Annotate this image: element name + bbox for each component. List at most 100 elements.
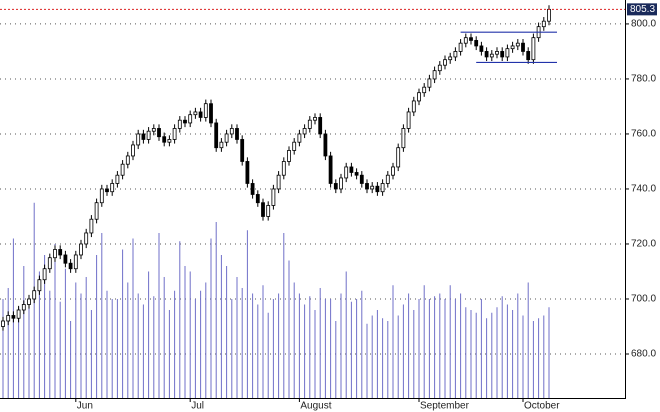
candle-body	[1, 320, 5, 327]
candle-body	[547, 8, 551, 22]
candle-body	[375, 185, 380, 193]
candle-body	[115, 174, 120, 184]
candle-body	[484, 51, 489, 58]
y-tick-label: 680.0	[631, 349, 656, 360]
candle-body	[177, 119, 182, 129]
candle-body	[146, 130, 151, 140]
candle-body	[110, 183, 115, 193]
candle-body	[541, 20, 546, 28]
y-tick-label: 700.0	[631, 294, 656, 305]
candle-body	[495, 51, 499, 55]
candle-body	[281, 161, 286, 176]
candle-body	[16, 309, 21, 319]
candle-body	[515, 42, 520, 47]
candle-body	[437, 64, 442, 72]
candle-body	[250, 183, 255, 195]
x-tick-label: October	[524, 401, 560, 412]
candle-body	[68, 262, 73, 270]
candle-body	[120, 163, 125, 176]
candle-body	[313, 117, 317, 121]
candle-body	[27, 298, 31, 305]
candle-body	[448, 56, 453, 61]
candle-body	[359, 174, 364, 184]
candle-body	[427, 78, 432, 88]
candle-body	[141, 133, 146, 140]
candle-body	[333, 183, 338, 190]
candle-body	[349, 166, 354, 173]
candle-body	[354, 172, 359, 176]
candle-body	[365, 183, 369, 190]
candle-body	[505, 48, 510, 58]
x-tick-label: Jul	[191, 401, 204, 412]
candle-body	[297, 133, 302, 143]
candle-body	[235, 128, 239, 140]
candle-body	[380, 183, 385, 193]
candle-body	[370, 185, 375, 190]
candle-body	[406, 111, 411, 129]
candle-body	[6, 315, 11, 322]
candle-body	[510, 45, 515, 50]
candle-body	[136, 133, 141, 146]
candle-body	[229, 128, 234, 135]
candle-body	[276, 174, 281, 190]
candle-body	[73, 254, 78, 270]
candle-body	[458, 42, 463, 52]
candle-body	[11, 315, 16, 319]
candle-body	[271, 188, 276, 206]
x-tick-label: August	[300, 401, 331, 412]
candle-body	[53, 249, 57, 259]
candle-body	[401, 128, 406, 149]
candle-body	[422, 86, 427, 94]
x-tick-label: September	[420, 401, 470, 412]
candle-body	[162, 136, 167, 143]
candle-body	[209, 103, 213, 124]
candle-body	[411, 100, 416, 113]
candle-body	[261, 202, 265, 217]
candle-body	[21, 304, 26, 311]
candle-body	[302, 128, 307, 135]
candle-body	[469, 37, 473, 41]
last-price-label: 805.3	[630, 4, 655, 15]
candle-body	[292, 141, 297, 151]
candle-body	[307, 119, 312, 129]
candle-body	[125, 155, 130, 165]
candle-body	[167, 139, 172, 143]
candle-body	[521, 42, 525, 52]
candle-body	[105, 188, 109, 193]
candle-body	[479, 45, 484, 52]
candle-body	[344, 166, 349, 179]
candle-body	[79, 243, 83, 256]
candle-body	[172, 128, 177, 140]
candle-body	[214, 122, 219, 149]
candle-body	[266, 205, 271, 217]
candle-body	[224, 133, 229, 143]
candle-body	[385, 174, 390, 184]
candle-body	[318, 117, 323, 135]
candle-body	[193, 111, 198, 116]
candle-body	[500, 51, 505, 58]
candle-body	[219, 141, 224, 149]
y-tick-label: 800.0	[631, 19, 656, 30]
x-tick-label: Jun	[77, 401, 93, 412]
candle-body	[323, 133, 328, 157]
candle-body	[32, 290, 37, 300]
y-tick-label: 720.0	[631, 239, 656, 250]
candle-body	[63, 254, 68, 264]
candle-body	[58, 249, 63, 256]
candle-body	[396, 147, 401, 168]
candle-body	[526, 51, 531, 61]
candle-body	[443, 59, 447, 66]
candle-body	[489, 53, 494, 58]
candle-body	[151, 128, 156, 132]
candle-body	[188, 114, 193, 124]
candle-body	[47, 257, 52, 270]
candle-body	[328, 155, 333, 184]
candle-body	[42, 268, 47, 281]
candle-body	[255, 194, 260, 204]
candle-body	[94, 202, 99, 220]
candle-body	[474, 40, 479, 47]
candle-body	[391, 166, 395, 176]
y-tick-label: 780.0	[631, 74, 656, 85]
